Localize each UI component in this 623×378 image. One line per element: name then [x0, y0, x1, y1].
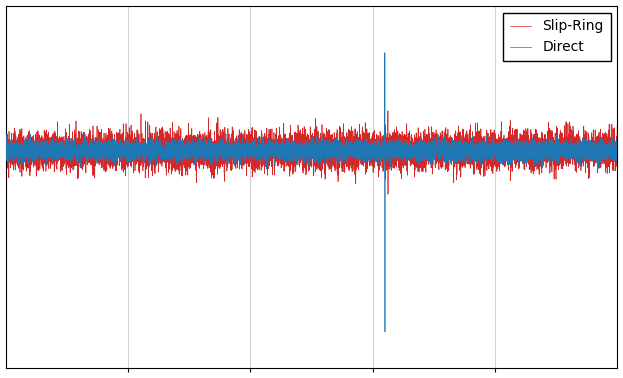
Slip-Ring [4, 150, 12, 155]
Slip-Ring [384, 192, 392, 197]
Slip-Ring [581, 128, 589, 133]
Slip-Ring [301, 130, 308, 135]
Slip-Ring [27, 137, 35, 142]
Slip-Ring [614, 121, 621, 125]
Slip-Ring [2, 130, 9, 135]
Direct [2, 149, 9, 154]
Slip-Ring [39, 157, 46, 161]
Direct [581, 150, 589, 154]
Direct [614, 145, 621, 150]
Direct [4, 147, 12, 152]
Slip-Ring [384, 108, 392, 113]
Line: Slip-Ring: Slip-Ring [6, 111, 617, 194]
Direct [27, 154, 35, 158]
Direct [121, 147, 129, 151]
Slip-Ring [121, 141, 129, 146]
Direct [301, 160, 308, 165]
Direct [381, 330, 389, 334]
Direct [39, 150, 46, 154]
Direct [381, 50, 389, 55]
Legend: Slip-Ring, Direct: Slip-Ring, Direct [503, 12, 611, 61]
Line: Direct: Direct [6, 53, 617, 332]
